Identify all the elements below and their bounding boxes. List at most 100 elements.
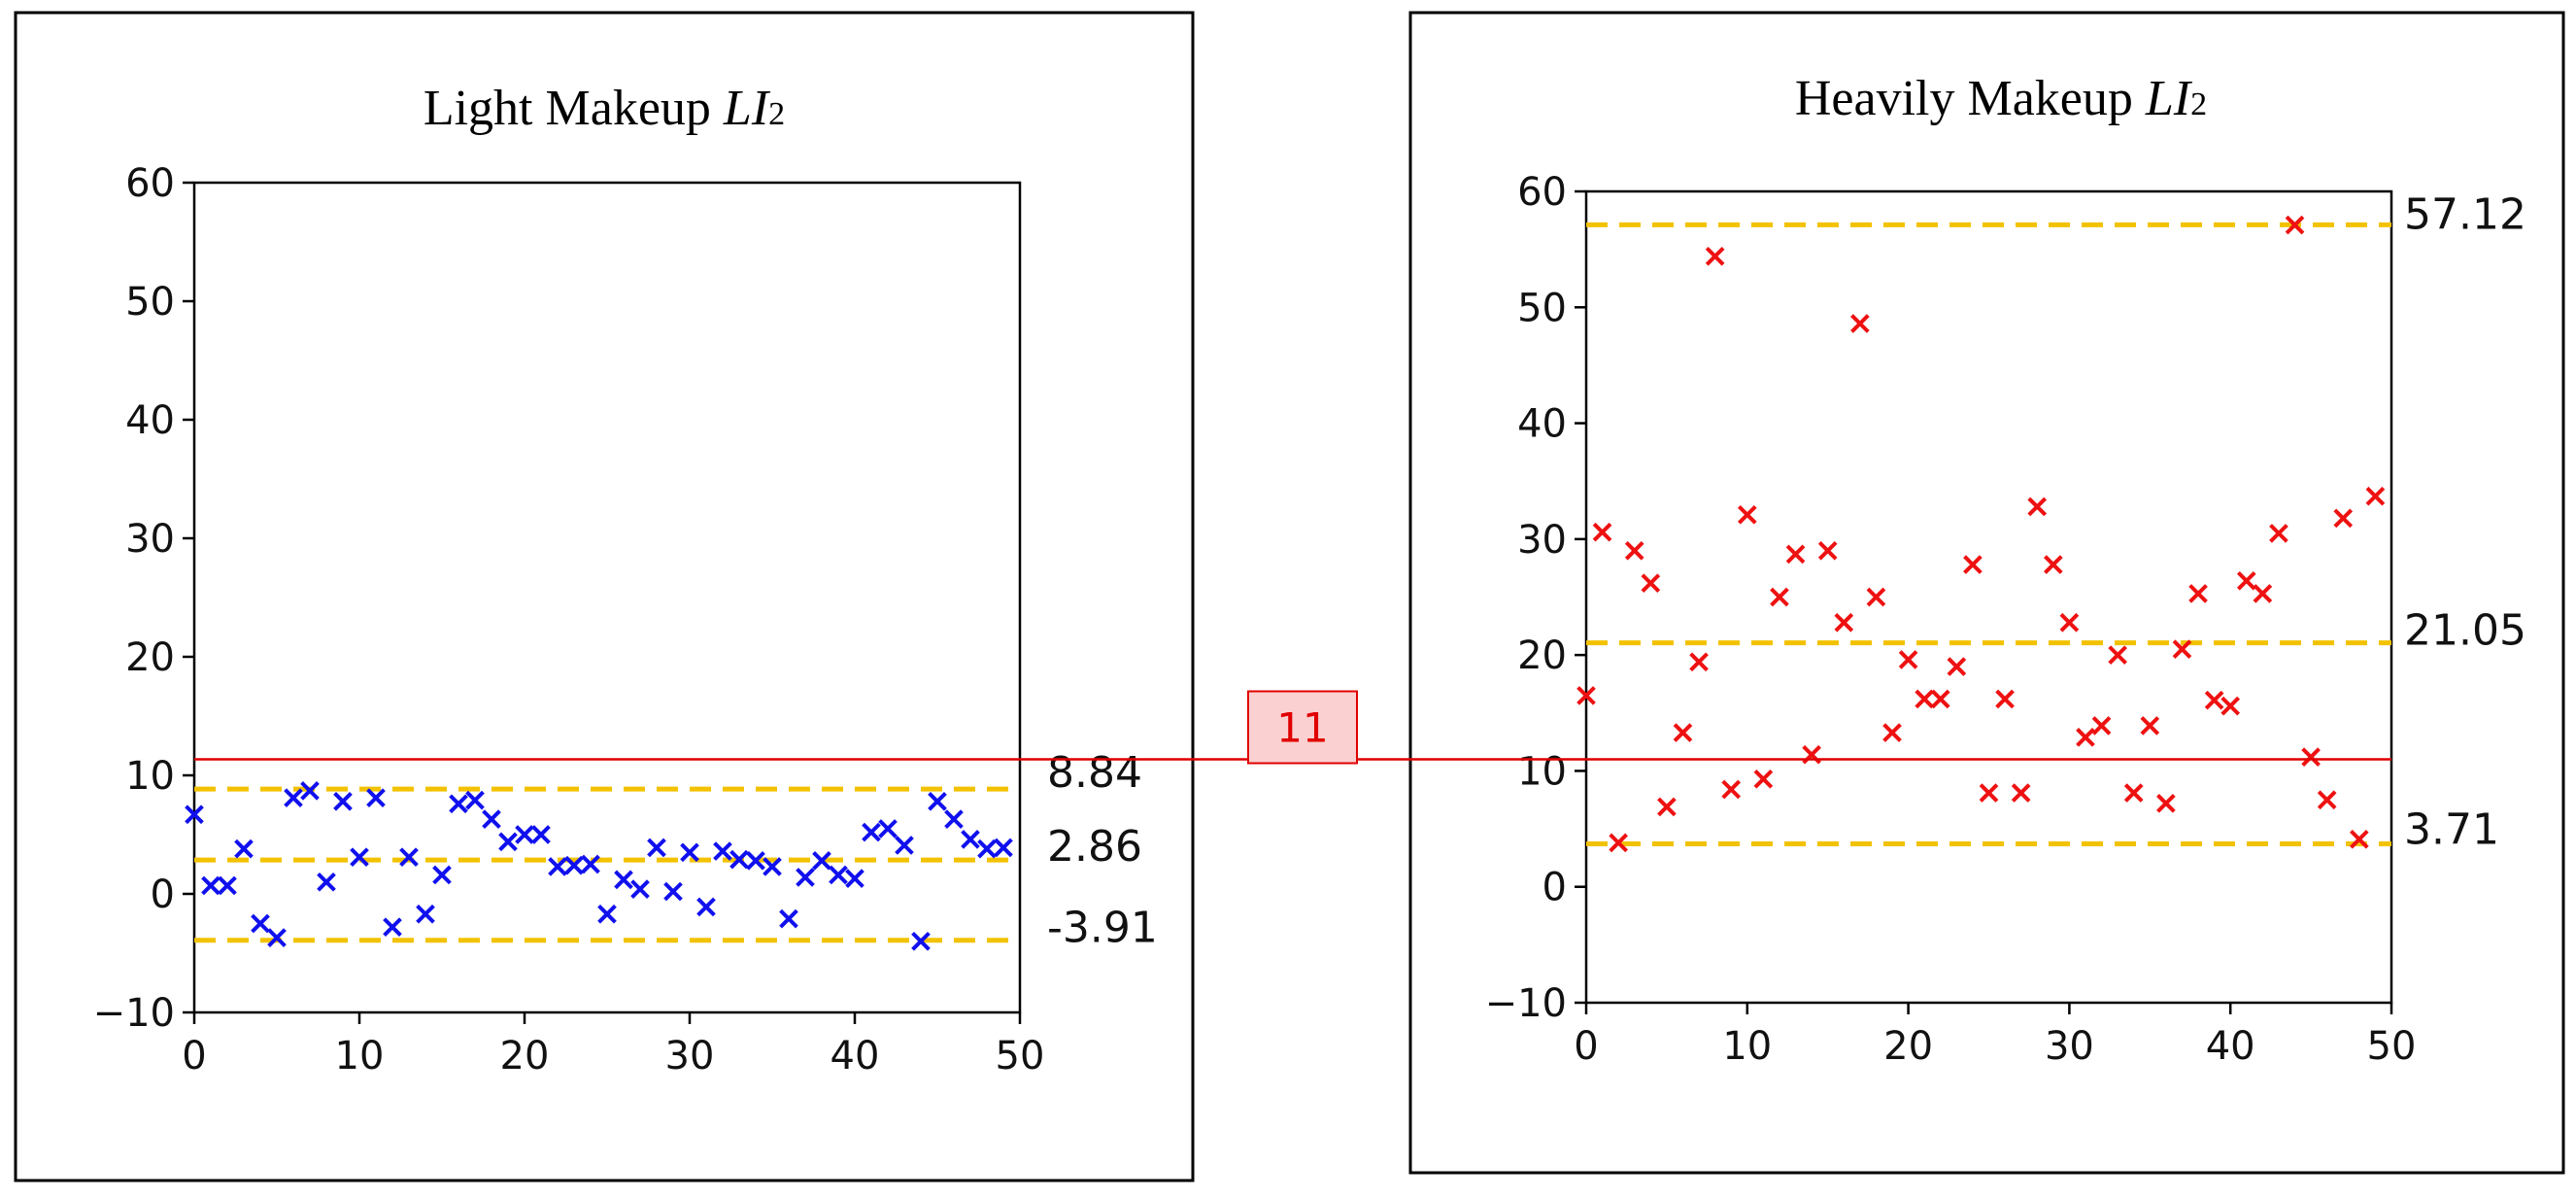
data-point [746, 851, 765, 871]
data-point [647, 838, 666, 858]
data-point [911, 931, 931, 951]
reference-label: -3.91 [1047, 904, 1158, 953]
data-point [862, 822, 881, 842]
data-point [581, 854, 600, 874]
left-chart-title: Light Makeup LI2 [424, 81, 785, 136]
data-point [2172, 639, 2192, 660]
data-point [895, 836, 914, 855]
data-point [564, 855, 584, 875]
y-tick-label: 40 [1517, 402, 1567, 447]
data-point [2043, 555, 2063, 574]
y-tick-label: 10 [1517, 749, 1567, 794]
data-point [713, 841, 732, 861]
data-point [465, 790, 485, 810]
reference-label: 2.86 [1047, 822, 1142, 872]
data-point [251, 913, 270, 934]
data-point [2076, 728, 2095, 747]
data-point [2059, 612, 2080, 633]
data-point [878, 819, 898, 839]
data-point [1850, 314, 1870, 333]
data-point [1817, 540, 1838, 561]
data-point [845, 869, 864, 888]
data-point [928, 792, 947, 811]
y-tick-label: 60 [1517, 170, 1567, 215]
data-point [1641, 573, 1661, 594]
reference-label: 21.05 [2404, 606, 2526, 656]
data-point [2204, 690, 2224, 710]
data-point [829, 865, 848, 885]
data-point [2269, 524, 2288, 543]
data-point [1609, 833, 1628, 853]
data-point [630, 879, 650, 899]
data-point [614, 870, 633, 890]
data-point [1915, 689, 1935, 709]
y-tick-label: −10 [1485, 981, 1567, 1026]
data-point [201, 875, 220, 896]
data-point [779, 908, 798, 929]
y-tick-label: 30 [125, 517, 175, 562]
data-point [1624, 540, 1644, 561]
y-tick-label: 0 [151, 873, 175, 917]
data-point [1673, 723, 1693, 742]
y-tick-label: −10 [93, 991, 175, 1036]
data-point [317, 872, 336, 892]
data-point [796, 868, 815, 887]
left-panel-frame [14, 11, 1195, 1182]
data-point [498, 832, 518, 852]
data-point [1995, 689, 2015, 709]
y-tick-label: 60 [125, 161, 175, 206]
x-tick-label: 50 [2367, 1024, 2417, 1069]
data-point [366, 788, 386, 808]
data-point [416, 904, 435, 924]
data-point [1592, 522, 1612, 542]
data-point [2027, 496, 2048, 517]
data-point [1689, 652, 1709, 672]
data-point [2317, 790, 2337, 810]
data-point [531, 825, 551, 844]
data-point [2123, 783, 2144, 803]
data-point [597, 904, 617, 924]
plot-area [192, 181, 1022, 1014]
data-point [1898, 650, 1918, 669]
data-point [994, 838, 1013, 858]
data-point [2011, 783, 2031, 803]
x-tick-label: 20 [1883, 1024, 1933, 1069]
y-tick-label: 20 [1517, 633, 1567, 678]
y-tick-label: 0 [1542, 866, 1567, 910]
x-tick-label: 20 [500, 1034, 550, 1078]
data-point [961, 830, 980, 849]
x-tick-label: 40 [2206, 1024, 2255, 1069]
data-point [729, 849, 749, 870]
y-tick-label: 50 [1517, 286, 1567, 330]
y-tick-label: 50 [125, 280, 175, 325]
data-point [350, 847, 369, 868]
data-point [2333, 508, 2354, 529]
y-tick-label: 40 [125, 398, 175, 443]
data-point [944, 809, 964, 829]
y-tick-label: 20 [125, 635, 175, 680]
data-point [2091, 716, 2112, 736]
data-point [2108, 645, 2127, 665]
data-point [696, 897, 716, 917]
data-point [2156, 794, 2176, 813]
data-point [1576, 686, 1596, 705]
data-point [432, 865, 452, 885]
data-point [1963, 555, 1983, 574]
data-point [515, 825, 534, 844]
data-point [2350, 829, 2369, 849]
data-point [763, 857, 782, 876]
data-point [185, 804, 204, 825]
y-tick-label: 10 [125, 754, 175, 799]
data-point [1947, 657, 1967, 676]
data-point [333, 792, 353, 811]
data-point [267, 928, 287, 947]
data-point [449, 794, 468, 814]
x-tick-label: 10 [335, 1034, 385, 1078]
data-point [1979, 783, 1999, 803]
reference-label: 57.12 [2404, 189, 2526, 239]
data-point [2285, 215, 2305, 235]
data-point [383, 917, 402, 937]
